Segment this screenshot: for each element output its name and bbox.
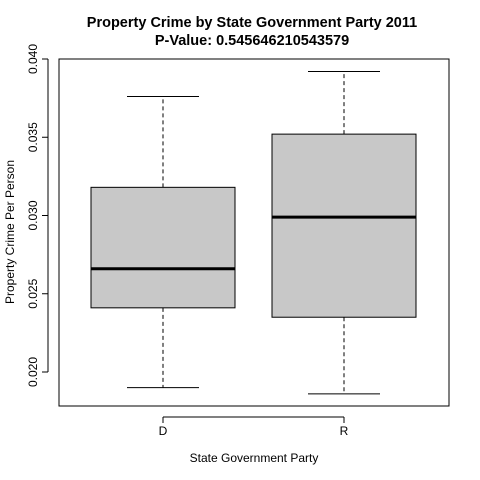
y-tick-label: 0.025 [26,278,40,308]
y-tick-label: 0.035 [26,122,40,152]
box-d [90,186,236,309]
x-axis-label: State Government Party [190,451,319,465]
plot-area: 0.020 0.025 0.030 0.035 0.040 D R [26,44,417,438]
y-axis-label: Property Crime Per Person [3,160,17,304]
chart-title: Property Crime by State Government Party… [87,15,417,31]
x-tick-label: R [340,424,349,438]
chart-subtitle: P-Value: 0.545646210543579 [155,33,349,49]
y-tick-label: 0.030 [26,200,40,230]
y-tick-label: 0.040 [26,44,40,74]
y-tick-label: 0.020 [26,357,40,387]
plot-frame [58,58,450,407]
box-r [271,133,417,318]
x-tick-label: D [159,424,168,438]
